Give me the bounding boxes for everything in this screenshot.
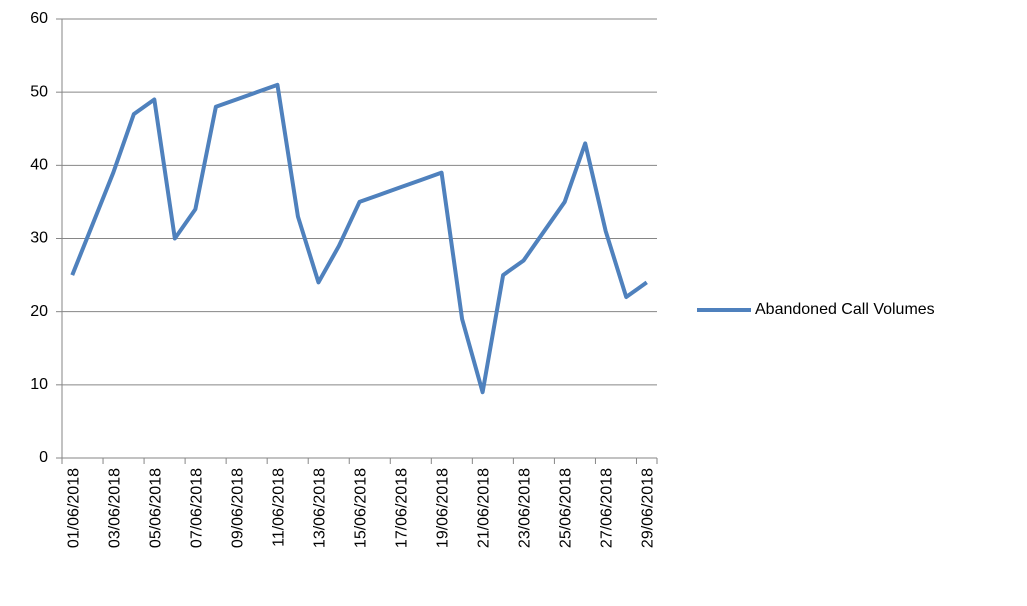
y-tick-label: 20 [30,303,48,320]
x-tick-label: 15/06/2018 [353,468,370,548]
x-tick-label: 03/06/2018 [106,468,123,548]
x-tick-label: 17/06/2018 [394,468,411,548]
x-tick-label: 11/06/2018 [270,468,287,547]
x-tick-label: 21/06/2018 [476,468,493,548]
y-tick-label: 0 [39,449,48,466]
x-tick-label: 27/06/2018 [599,468,616,548]
x-tick-label: 01/06/2018 [65,468,82,548]
y-tick-label: 30 [30,230,48,247]
x-tick-label: 23/06/2018 [517,468,534,548]
y-tick-label: 60 [30,10,48,27]
legend-label: Abandoned Call Volumes [755,301,935,318]
y-tick-label: 50 [30,83,48,100]
x-tick-label: 07/06/2018 [188,468,205,548]
x-tick-label: 19/06/2018 [435,468,452,548]
x-tick-label: 25/06/2018 [558,468,575,548]
x-tick-label: 29/06/2018 [640,468,657,548]
x-tick-label: 13/06/2018 [311,468,328,548]
y-tick-label: 40 [30,157,48,174]
x-tick-label: 09/06/2018 [229,468,246,548]
y-tick-label: 10 [30,376,48,393]
x-tick-label: 05/06/2018 [147,468,164,548]
data-line [70,82,648,395]
